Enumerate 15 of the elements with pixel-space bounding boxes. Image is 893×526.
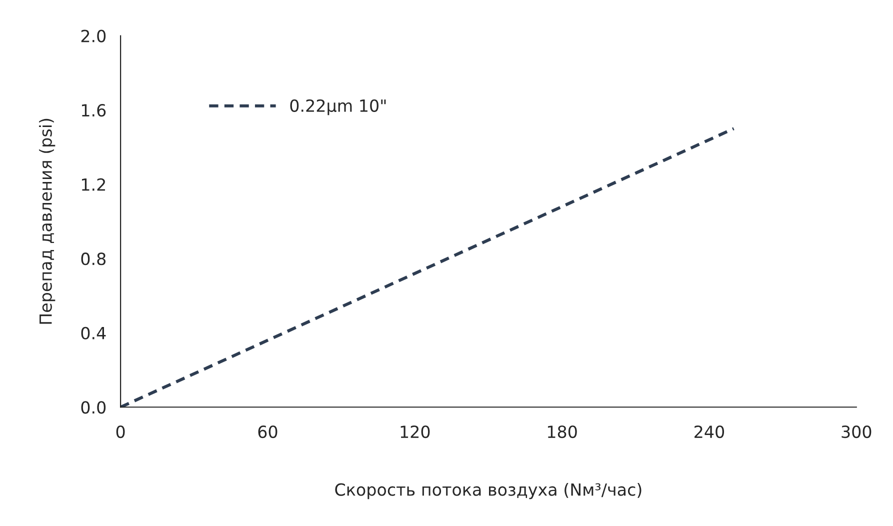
x-tick-label: 0 <box>116 425 125 438</box>
legend-label: 0.22μm 10" <box>290 99 386 116</box>
y-tick-label: 1.2 <box>82 178 105 191</box>
x-tick-label: 240 <box>694 425 724 438</box>
x-tick-label: 180 <box>548 425 577 438</box>
y-tick-label: 2.0 <box>81 30 106 42</box>
y-tick-label: 0.0 <box>81 401 106 414</box>
y-tick-label: 1.6 <box>82 104 106 117</box>
y-axis-title: Перепад давления (psi) <box>39 118 56 324</box>
x-tick-label: 60 <box>258 425 278 438</box>
x-tick-label: 300 <box>842 425 872 438</box>
x-tick-label: 120 <box>400 425 430 438</box>
y-tick-label: 0.4 <box>81 326 106 340</box>
x-axis-title: Скорость потока воздуха (Nм³/час) <box>335 482 642 500</box>
y-tick-label: 0.8 <box>81 252 106 266</box>
